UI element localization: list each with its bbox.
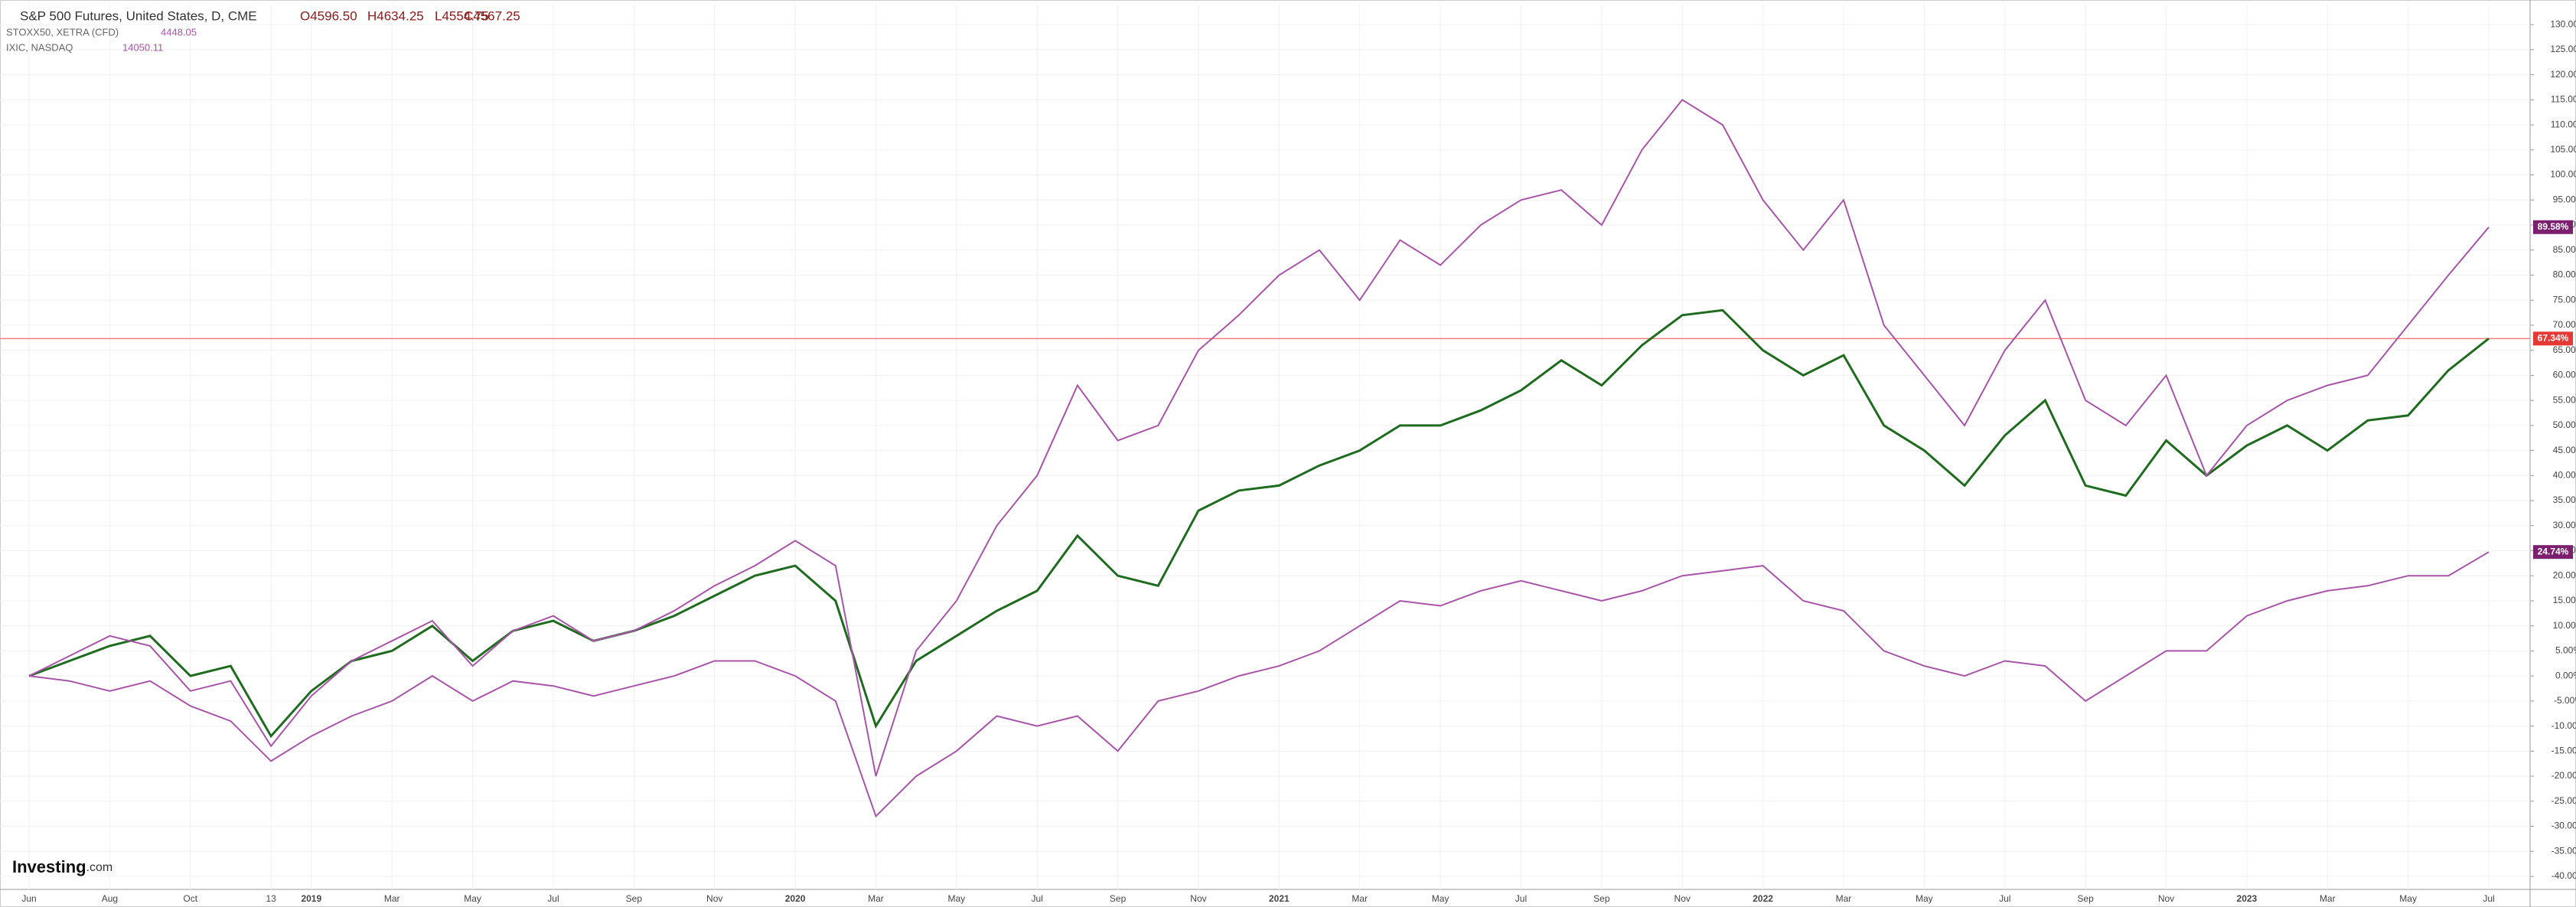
x-tick-label: Nov (706, 893, 722, 904)
title: S&P 500 Futures, United States, D, CME (20, 8, 257, 23)
y-tick-label: 40.00% (2553, 469, 2576, 480)
y-tick-label: 50.00% (2553, 419, 2576, 430)
y-tick-label: -20.00% (2552, 770, 2576, 781)
x-tick-label: Mar (1836, 893, 1852, 904)
y-tick-label: 110.00% (2551, 119, 2576, 129)
y-tick-label: -25.00% (2552, 795, 2576, 806)
y-tick-label: -5.00% (2554, 695, 2576, 706)
x-tick-label: 2021 (1269, 893, 1290, 904)
series-line (28, 308, 2490, 739)
x-tick-label: Mar (2320, 893, 2336, 904)
y-tick-label: 45.00% (2553, 445, 2576, 455)
x-tick-label: Nov (1190, 893, 1206, 904)
y-tick-label: 35.00% (2553, 494, 2576, 505)
x-tick-label: Nov (2158, 893, 2174, 904)
y-tick-label: 70.00% (2553, 319, 2576, 330)
y-tick-label: 105.00% (2550, 144, 2576, 155)
x-tick-label: 13 (266, 893, 276, 904)
series-line (28, 99, 2490, 777)
open: O4596.50 (300, 8, 357, 23)
y-tick-label: 80.00% (2553, 269, 2576, 280)
x-tick-label: May (2399, 893, 2417, 904)
x-tick-label: Mar (868, 893, 884, 904)
last-value-label: 89.58% (2538, 221, 2569, 232)
y-tick-label: -15.00% (2552, 746, 2576, 756)
logo-brand: Investing (12, 857, 86, 876)
x-tick-label: Mar (1352, 893, 1368, 904)
x-tick-label: Jul (1999, 893, 2010, 904)
last-value-badge (2533, 331, 2573, 346)
y-tick-label: 100.00% (2550, 169, 2576, 180)
low: L4554.75 (435, 8, 489, 23)
x-tick-label: 2020 (785, 893, 806, 904)
x-tick-label: May (1916, 893, 1933, 904)
x-tick-label: Jun (21, 893, 36, 904)
y-tick-label: 75.00% (2553, 294, 2576, 305)
x-tick-label: Jul (547, 893, 559, 904)
x-tick-label: Mar (384, 893, 400, 904)
x-tick-label: Sep (1110, 893, 1127, 904)
x-tick-label: May (1432, 893, 1449, 904)
y-tick-label: 15.00% (2553, 595, 2576, 605)
x-tick-label: Aug (102, 893, 118, 904)
x-tick-label: Sep (1593, 893, 1610, 904)
y-tick-label: 115.00% (2551, 94, 2576, 105)
y-tick-label: 65.00% (2553, 344, 2576, 355)
y-tick-label: 60.00% (2553, 370, 2576, 380)
logo-suffix: .com (86, 861, 113, 874)
x-tick-label: Nov (1674, 893, 1691, 904)
x-tick-label: Sep (2077, 893, 2094, 904)
stoxx-name: STOXX50, XETRA (CFD) (6, 26, 119, 38)
y-tick-label: 20.00% (2553, 569, 2576, 580)
y-tick-label: -35.00% (2552, 845, 2576, 856)
x-tick-label: 2022 (1753, 893, 1773, 904)
x-tick-label: May (464, 893, 481, 904)
y-tick-label: -40.00% (2552, 870, 2576, 881)
ixic-price: 14050.11 (122, 41, 163, 53)
x-tick-label: 2019 (301, 893, 321, 904)
ixic-name: IXIC, NASDAQ (6, 41, 73, 53)
y-tick-label: 10.00% (2553, 620, 2576, 631)
y-tick-label: -30.00% (2552, 821, 2576, 831)
x-tick-label: May (948, 893, 966, 904)
y-tick-label: -10.00% (2552, 720, 2576, 731)
close: C4567.25 (464, 8, 520, 23)
y-tick-label: 30.00% (2553, 520, 2576, 530)
last-value-badge (2533, 220, 2573, 234)
last-value-label: 24.74% (2538, 546, 2569, 556)
x-tick-label: 2023 (2237, 893, 2258, 904)
y-tick-label: 5.00% (2555, 645, 2576, 656)
x-tick-label: Jul (1032, 893, 1043, 904)
y-tick-label: 125.00% (2550, 44, 2576, 54)
x-tick-label: Jul (1515, 893, 1527, 904)
y-tick-label: 85.00% (2553, 244, 2576, 255)
logo: Investing.com (12, 857, 112, 876)
header: S&P 500 Futures, United States, D, CME O… (6, 8, 520, 53)
x-tick-label: Oct (183, 893, 197, 904)
y-tick-label: 0.00% (2555, 670, 2576, 680)
high: H4634.25 (367, 8, 424, 23)
y-tick-label: 130.00% (2550, 18, 2576, 29)
series-line (28, 551, 2490, 818)
y-tick-label: 120.00% (2550, 69, 2576, 80)
x-tick-label: Sep (626, 893, 643, 904)
last-value-badge (2533, 545, 2573, 560)
last-value-label: 67.34% (2538, 333, 2569, 344)
y-tick-label: 95.00% (2553, 194, 2576, 204)
x-tick-label: Jul (2483, 893, 2494, 904)
y-tick-label: 55.00% (2553, 394, 2576, 405)
stoxx-price: 4448.05 (161, 26, 197, 38)
